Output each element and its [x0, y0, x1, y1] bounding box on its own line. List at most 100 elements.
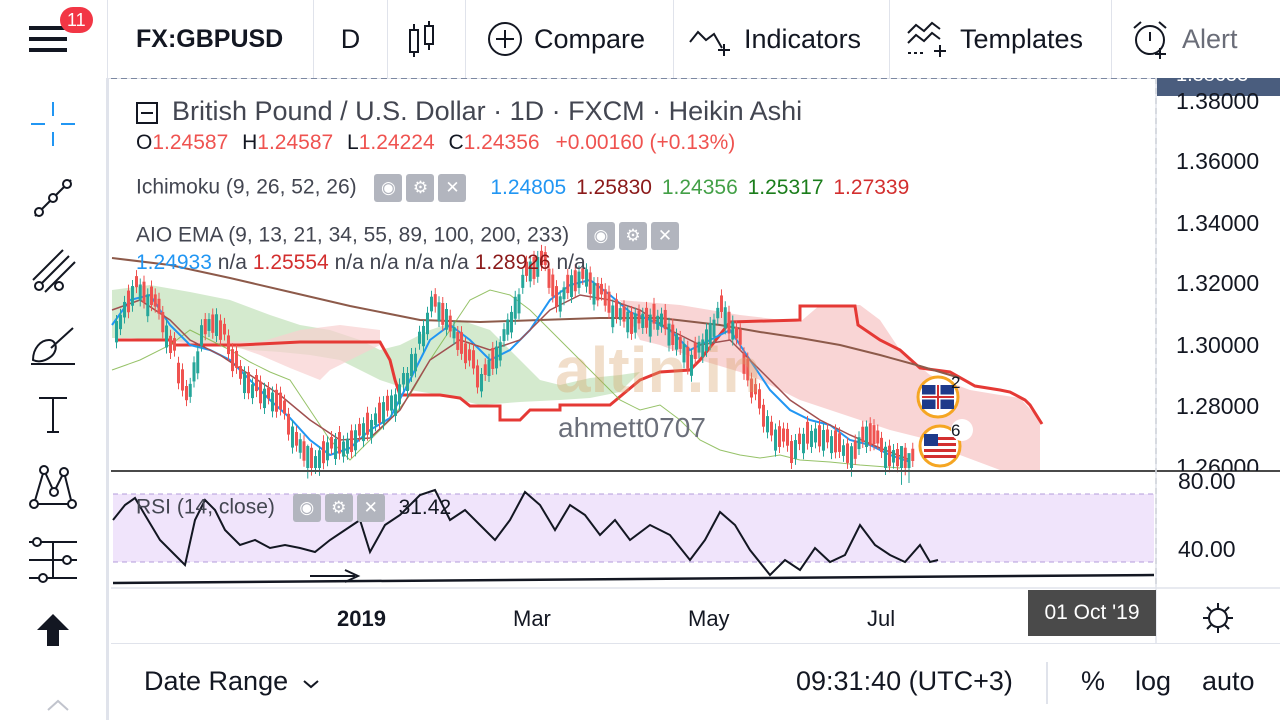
price-label: 1.36000 — [1176, 148, 1260, 174]
ema-legend[interactable]: AIO EMA (9, 13, 21, 34, 55, 89, 100, 200… — [136, 222, 679, 250]
candle-body — [247, 372, 250, 394]
chart-type-button[interactable] — [388, 0, 466, 78]
gear-icon[interactable]: ⚙ — [324, 494, 353, 522]
templates-button[interactable]: Templates — [890, 0, 1112, 78]
brush-tool[interactable] — [22, 316, 84, 372]
candle-body — [464, 343, 467, 364]
candle-body — [611, 305, 615, 328]
clock-display[interactable]: 09:31:40 (UTC+3) — [796, 666, 1013, 696]
interval-button[interactable]: D — [314, 0, 388, 78]
candle-body — [663, 309, 667, 330]
rsi-legend[interactable]: RSI (14, close) ◉ ⚙ ✕ 31.42 — [136, 494, 451, 522]
candle-body — [762, 404, 765, 427]
gear-icon[interactable]: ⚙ — [406, 174, 435, 202]
candle-body — [251, 384, 254, 399]
trend-line-tool[interactable] — [22, 170, 84, 226]
candle-body — [153, 294, 157, 307]
candle-body — [850, 446, 853, 468]
text-tool[interactable] — [22, 386, 84, 442]
candle-body — [374, 413, 377, 426]
candle-body — [231, 349, 234, 372]
candle-body — [705, 329, 708, 351]
close-icon[interactable]: ✕ — [438, 174, 467, 202]
drawing-toolbar — [0, 78, 109, 720]
compare-button[interactable]: Compare — [466, 0, 674, 78]
scroll-up-tool[interactable] — [22, 602, 84, 658]
date-range-label: Date Range — [144, 666, 289, 696]
candle-body — [892, 450, 895, 463]
symbol-title-text: British Pound / U.S. Dollar · 1D · FXCM … — [172, 96, 803, 126]
candle-body — [532, 256, 536, 279]
candle-body — [592, 283, 596, 305]
candle-body — [491, 347, 495, 369]
candle-body — [581, 268, 585, 279]
alert-button[interactable]: Alert — [1112, 0, 1280, 78]
crosshair-tool[interactable] — [22, 96, 84, 152]
date-range-button[interactable]: Date Range — [144, 666, 320, 697]
candle-body — [235, 350, 238, 368]
auto-toggle[interactable]: auto — [1202, 666, 1255, 696]
candle-body — [487, 359, 491, 377]
eye-icon[interactable]: ◉ — [374, 174, 403, 202]
ema-value-2: 1.25554 — [252, 251, 329, 274]
gear-icon[interactable]: ⚙ — [618, 222, 647, 250]
indicators-button[interactable]: Indicators — [674, 0, 890, 78]
close-label: C — [448, 131, 464, 154]
candle-body — [378, 402, 381, 423]
percent-toggle[interactable]: % — [1081, 666, 1106, 696]
pattern-tool[interactable] — [22, 458, 84, 514]
candle-body — [615, 299, 618, 318]
fib-icon — [32, 249, 76, 293]
candle-body — [758, 389, 761, 409]
candle-body — [517, 294, 521, 314]
low-value: 1.24224 — [358, 131, 435, 154]
price-chart[interactable]: altin.in ahmett0707 2 6 — [111, 78, 1280, 643]
divergence-trendline — [112, 573, 1155, 585]
candle-body — [766, 416, 769, 433]
eye-icon[interactable]: ◉ — [292, 494, 321, 522]
candle-body — [295, 431, 298, 446]
candle-body — [386, 395, 389, 411]
chart-settings-button[interactable] — [1200, 600, 1236, 636]
candle-body — [219, 320, 222, 340]
menu-button[interactable]: 11 — [0, 0, 108, 78]
close-icon[interactable]: ✕ — [356, 494, 385, 522]
candle-body — [720, 295, 723, 312]
symbol-search-button[interactable]: FX:GBPUSD — [108, 0, 314, 78]
eye-icon[interactable]: ◉ — [586, 222, 615, 250]
candle-body — [382, 402, 385, 424]
candle-body — [675, 334, 678, 350]
forecast-tool[interactable] — [22, 532, 84, 588]
candle-body — [911, 448, 915, 461]
candle-body — [786, 428, 789, 446]
ichimoku-legend[interactable]: Ichimoku (9, 26, 52, 26) ◉ ⚙ ✕ 1.24805 1… — [136, 174, 909, 202]
candle-body — [682, 344, 686, 363]
candle-body — [263, 388, 266, 409]
candle-body — [468, 349, 471, 361]
candle-body — [358, 423, 361, 436]
candle-body — [200, 325, 203, 346]
collapse-legend-icon[interactable] — [136, 101, 158, 124]
us-event-marker[interactable]: 6 — [918, 419, 973, 468]
candle-body — [774, 429, 777, 451]
candle-body — [907, 453, 911, 468]
candle-body — [207, 319, 211, 331]
candle-body — [622, 306, 626, 322]
ichimoku-lagging-line — [111, 289, 901, 469]
candle-body — [354, 430, 357, 451]
uk-event-marker[interactable]: 2 — [916, 373, 960, 419]
candle-body — [716, 307, 720, 319]
sidebar-collapse-chevron[interactable] — [46, 698, 70, 712]
price-label: 1.30000 — [1176, 332, 1260, 358]
candle-body — [138, 284, 142, 301]
candle-body — [239, 365, 242, 379]
log-toggle[interactable]: log — [1135, 666, 1172, 696]
candle-body — [865, 426, 868, 448]
hamburger-icon — [28, 26, 67, 52]
candle-body — [196, 351, 200, 374]
price-label: 1.32000 — [1176, 270, 1260, 296]
fib-tool[interactable] — [22, 242, 84, 298]
candle-body — [742, 353, 746, 374]
ichimoku-lagging: 1.24356 — [661, 175, 738, 199]
close-icon[interactable]: ✕ — [650, 222, 679, 250]
